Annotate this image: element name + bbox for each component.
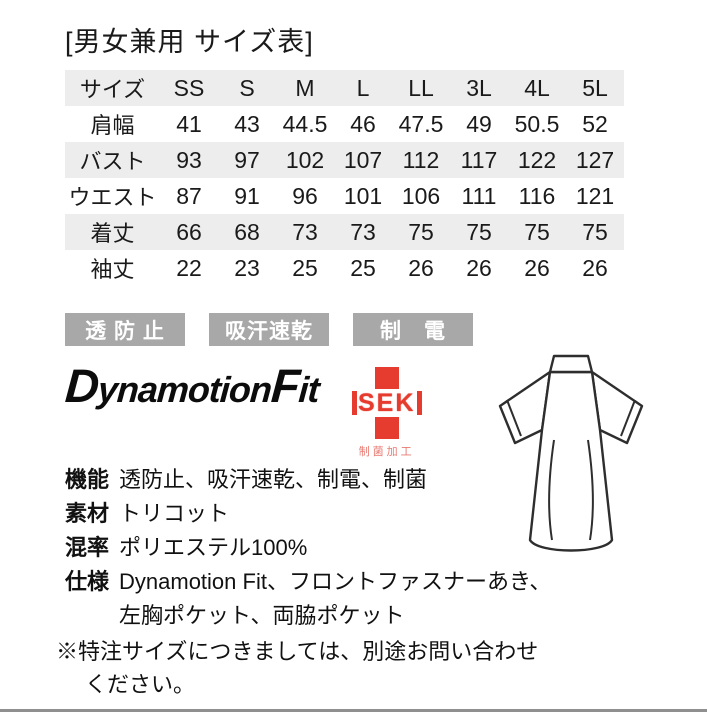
detail-spec-continued: 左胸ポケット、両脇ポケット — [119, 603, 405, 628]
table-row-bust: バスト 93 97 102 107 112 117 122 127 — [65, 142, 624, 178]
size-cell: 22 — [176, 254, 202, 281]
table-row-sleeve: 袖丈 22 23 25 25 26 26 26 26 — [65, 250, 624, 286]
size-cell: 107 — [343, 146, 383, 173]
size-cell: 75 — [466, 218, 492, 245]
size-col-header: S — [239, 74, 255, 101]
sek-caption: 制菌加工 — [358, 446, 415, 458]
size-cell: 49 — [466, 110, 492, 137]
size-cell: 68 — [234, 218, 260, 245]
size-cell: 117 — [460, 146, 498, 173]
size-col-header: L — [356, 74, 370, 101]
size-cell: 121 — [575, 182, 615, 209]
logo-letter: D — [63, 359, 101, 412]
size-cell: 46 — [350, 110, 376, 137]
detail-label: 素材 — [65, 501, 110, 526]
size-cell: 44.5 — [282, 110, 328, 137]
size-cell: 91 — [234, 182, 260, 209]
logo-letters: ynamotion — [96, 369, 273, 410]
sek-letter-band: SEK — [356, 388, 417, 417]
size-cell: 47.5 — [398, 110, 444, 137]
size-cell: 73 — [350, 218, 376, 245]
bottom-divider — [0, 709, 707, 712]
size-table: サイズ SS S M L LL 3L 4L 5L 肩幅 41 43 44.5 4… — [65, 70, 624, 286]
size-cell: 87 — [176, 182, 202, 209]
size-cell: 97 — [234, 146, 260, 173]
size-cell: 41 — [176, 110, 202, 137]
size-cell: 26 — [408, 254, 434, 281]
row-label: ウエスト — [68, 185, 157, 210]
size-cell: 101 — [343, 182, 383, 209]
feature-badges: 透 防 止 吸汗速乾 制 電 — [65, 313, 624, 346]
logo-letter: F — [269, 359, 301, 412]
sek-letters: SEK — [357, 388, 416, 417]
detail-material: 素材 トリコット — [65, 497, 707, 531]
size-cell: 106 — [401, 182, 441, 209]
size-cell: 43 — [234, 110, 260, 137]
sek-cross-icon: SEK — [351, 367, 422, 439]
dynamotion-fit-logo: DynamotionFit — [63, 359, 321, 421]
size-cell: 96 — [292, 182, 318, 209]
product-details: 機能 透防止、吸汗速乾、制電、制菌 素材 トリコット 混率 ポリエステル100% 仕様… — [65, 463, 707, 632]
table-row-waist: ウエスト 87 91 96 101 106 111 116 121 — [65, 178, 624, 214]
custom-size-note: ※特注サイズにつきましては、別途お問い合わせ ください。 — [56, 635, 707, 701]
detail-composition: 混率 ポリエステル100% — [65, 531, 707, 565]
size-cell: 111 — [461, 182, 497, 209]
row-label: 肩幅 — [90, 113, 135, 138]
detail-value: Dynamotion Fit、フロントファスナーあき、 — [119, 569, 552, 594]
size-col-header: M — [295, 74, 315, 101]
size-cell: 127 — [575, 146, 615, 173]
note-line: ください。 — [85, 672, 196, 697]
size-cell: 50.5 — [514, 110, 560, 137]
size-cell: 25 — [350, 254, 376, 281]
size-col-header: SS — [173, 74, 205, 101]
size-cell: 73 — [292, 218, 318, 245]
garment-back-illustration — [488, 344, 654, 585]
detail-label: 機能 — [65, 467, 110, 492]
detail-label: 混率 — [65, 535, 110, 560]
size-cell: 26 — [524, 254, 550, 281]
size-col-header: LL — [408, 74, 434, 101]
table-row-length: 着丈 66 68 73 73 75 75 75 75 — [65, 214, 624, 250]
table-row-shoulder: 肩幅 41 43 44.5 46 47.5 49 50.5 52 — [65, 106, 624, 142]
row-label: 袖丈 — [90, 257, 135, 282]
size-cell: 66 — [176, 218, 202, 245]
brand-row: DynamotionFit SEK 制菌加工 — [63, 359, 707, 461]
badge-anti-static: 制 電 — [353, 313, 473, 346]
size-cell: 116 — [518, 182, 556, 209]
detail-function: 機能 透防止、吸汗速乾、制電、制菌 — [65, 463, 707, 497]
size-cell: 75 — [408, 218, 434, 245]
size-col-header: 4L — [524, 74, 550, 101]
size-cell: 23 — [234, 254, 260, 281]
size-table-header-row: サイズ SS S M L LL 3L 4L 5L — [65, 70, 624, 106]
size-cell: 26 — [582, 254, 608, 281]
size-cell: 52 — [582, 110, 608, 137]
size-cell: 102 — [285, 146, 325, 173]
page-title: [男女兼用 サイズ表] — [65, 27, 314, 57]
logo-letters: it — [297, 369, 321, 410]
detail-spec: 仕様 Dynamotion Fit、フロントファスナーあき、 — [65, 565, 707, 599]
detail-label: 仕様 — [65, 569, 110, 594]
size-cell: 75 — [582, 218, 608, 245]
size-cell: 75 — [524, 218, 550, 245]
size-cell: 112 — [402, 146, 440, 173]
size-cell: 122 — [517, 146, 557, 173]
size-col-header: 3L — [466, 74, 492, 101]
size-cell: 25 — [292, 254, 318, 281]
badge-moisture-wicking: 吸汗速乾 — [209, 313, 329, 346]
detail-value: ポリエステル100% — [119, 535, 308, 560]
size-cell: 93 — [176, 146, 202, 173]
size-col-header: サイズ — [79, 77, 146, 102]
row-label: バスト — [79, 149, 146, 174]
detail-value: トリコット — [119, 501, 230, 526]
size-col-header: 5L — [582, 74, 608, 101]
detail-value: 透防止、吸汗速乾、制電、制菌 — [119, 467, 428, 492]
row-label: 着丈 — [90, 221, 135, 246]
badge-anti-see-through: 透 防 止 — [65, 313, 185, 346]
note-line: ※特注サイズにつきましては、別途お問い合わせ — [56, 639, 539, 664]
size-cell: 26 — [466, 254, 492, 281]
sek-mark: SEK 制菌加工 — [347, 361, 427, 459]
